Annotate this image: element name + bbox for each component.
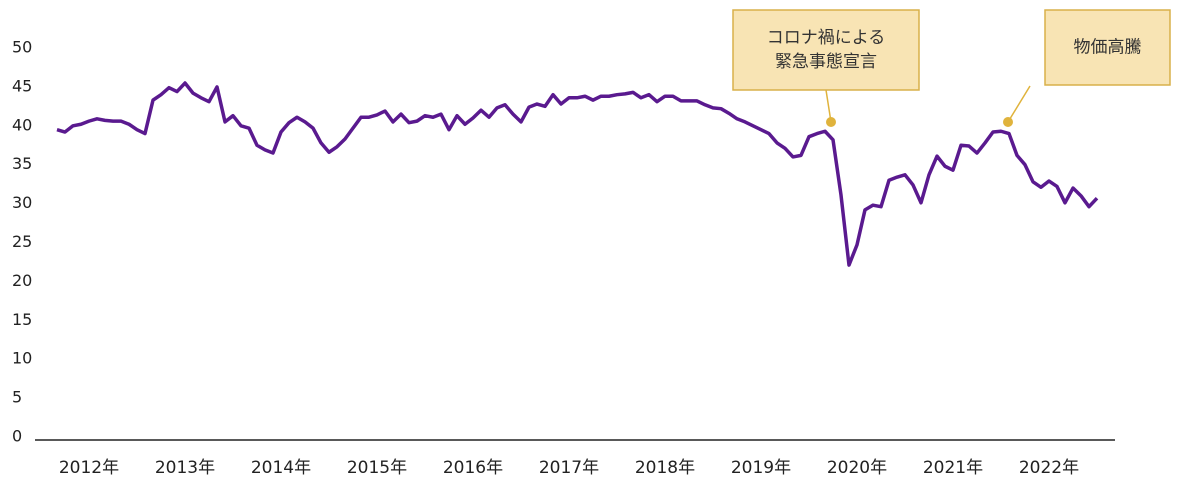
annotation-box xyxy=(732,9,920,91)
annotation-box xyxy=(1044,9,1171,86)
annotation-leader xyxy=(825,89,832,123)
y-tick-label: 25 xyxy=(12,232,32,251)
x-tick-label: 2017年 xyxy=(539,458,599,478)
y-tick-label: 40 xyxy=(12,115,32,134)
x-tick-label: 2018年 xyxy=(635,458,695,478)
line xyxy=(56,81,1099,267)
y-tick-label: 20 xyxy=(12,271,32,290)
annotation-dot xyxy=(1003,117,1013,127)
annotation-text: 緊急事態宣言 xyxy=(775,52,877,72)
x-tick-label: 2019年 xyxy=(731,458,791,478)
y-tick-label: 45 xyxy=(12,76,32,95)
annotation-dot xyxy=(826,117,836,127)
x-tick-label: 2015年 xyxy=(347,458,407,478)
x-tick-label: 2022年 xyxy=(1019,458,1079,478)
x-tick-label: 2020年 xyxy=(827,458,887,478)
y-tick-label: 15 xyxy=(12,310,32,329)
y-tick-label: 50 xyxy=(12,38,32,57)
x-tick-label: 2013年 xyxy=(155,458,215,478)
x-tick-label: 2012年 xyxy=(59,458,119,478)
x-tick-label: 2014年 xyxy=(251,458,311,478)
y-tick-label: 10 xyxy=(12,349,32,368)
annotation-text: 物価高騰 xyxy=(1074,38,1142,58)
y-tick-label: 0 xyxy=(12,427,22,446)
annotation-leader xyxy=(1007,85,1031,123)
y-tick-label: 35 xyxy=(12,154,32,173)
y-tick-label: 30 xyxy=(12,193,32,212)
annotation-text: コロナ禍による xyxy=(767,28,886,48)
x-tick-label: 2016年 xyxy=(443,458,503,478)
y-tick-label: 5 xyxy=(12,388,22,407)
x-tick-label: 2021年 xyxy=(923,458,983,478)
